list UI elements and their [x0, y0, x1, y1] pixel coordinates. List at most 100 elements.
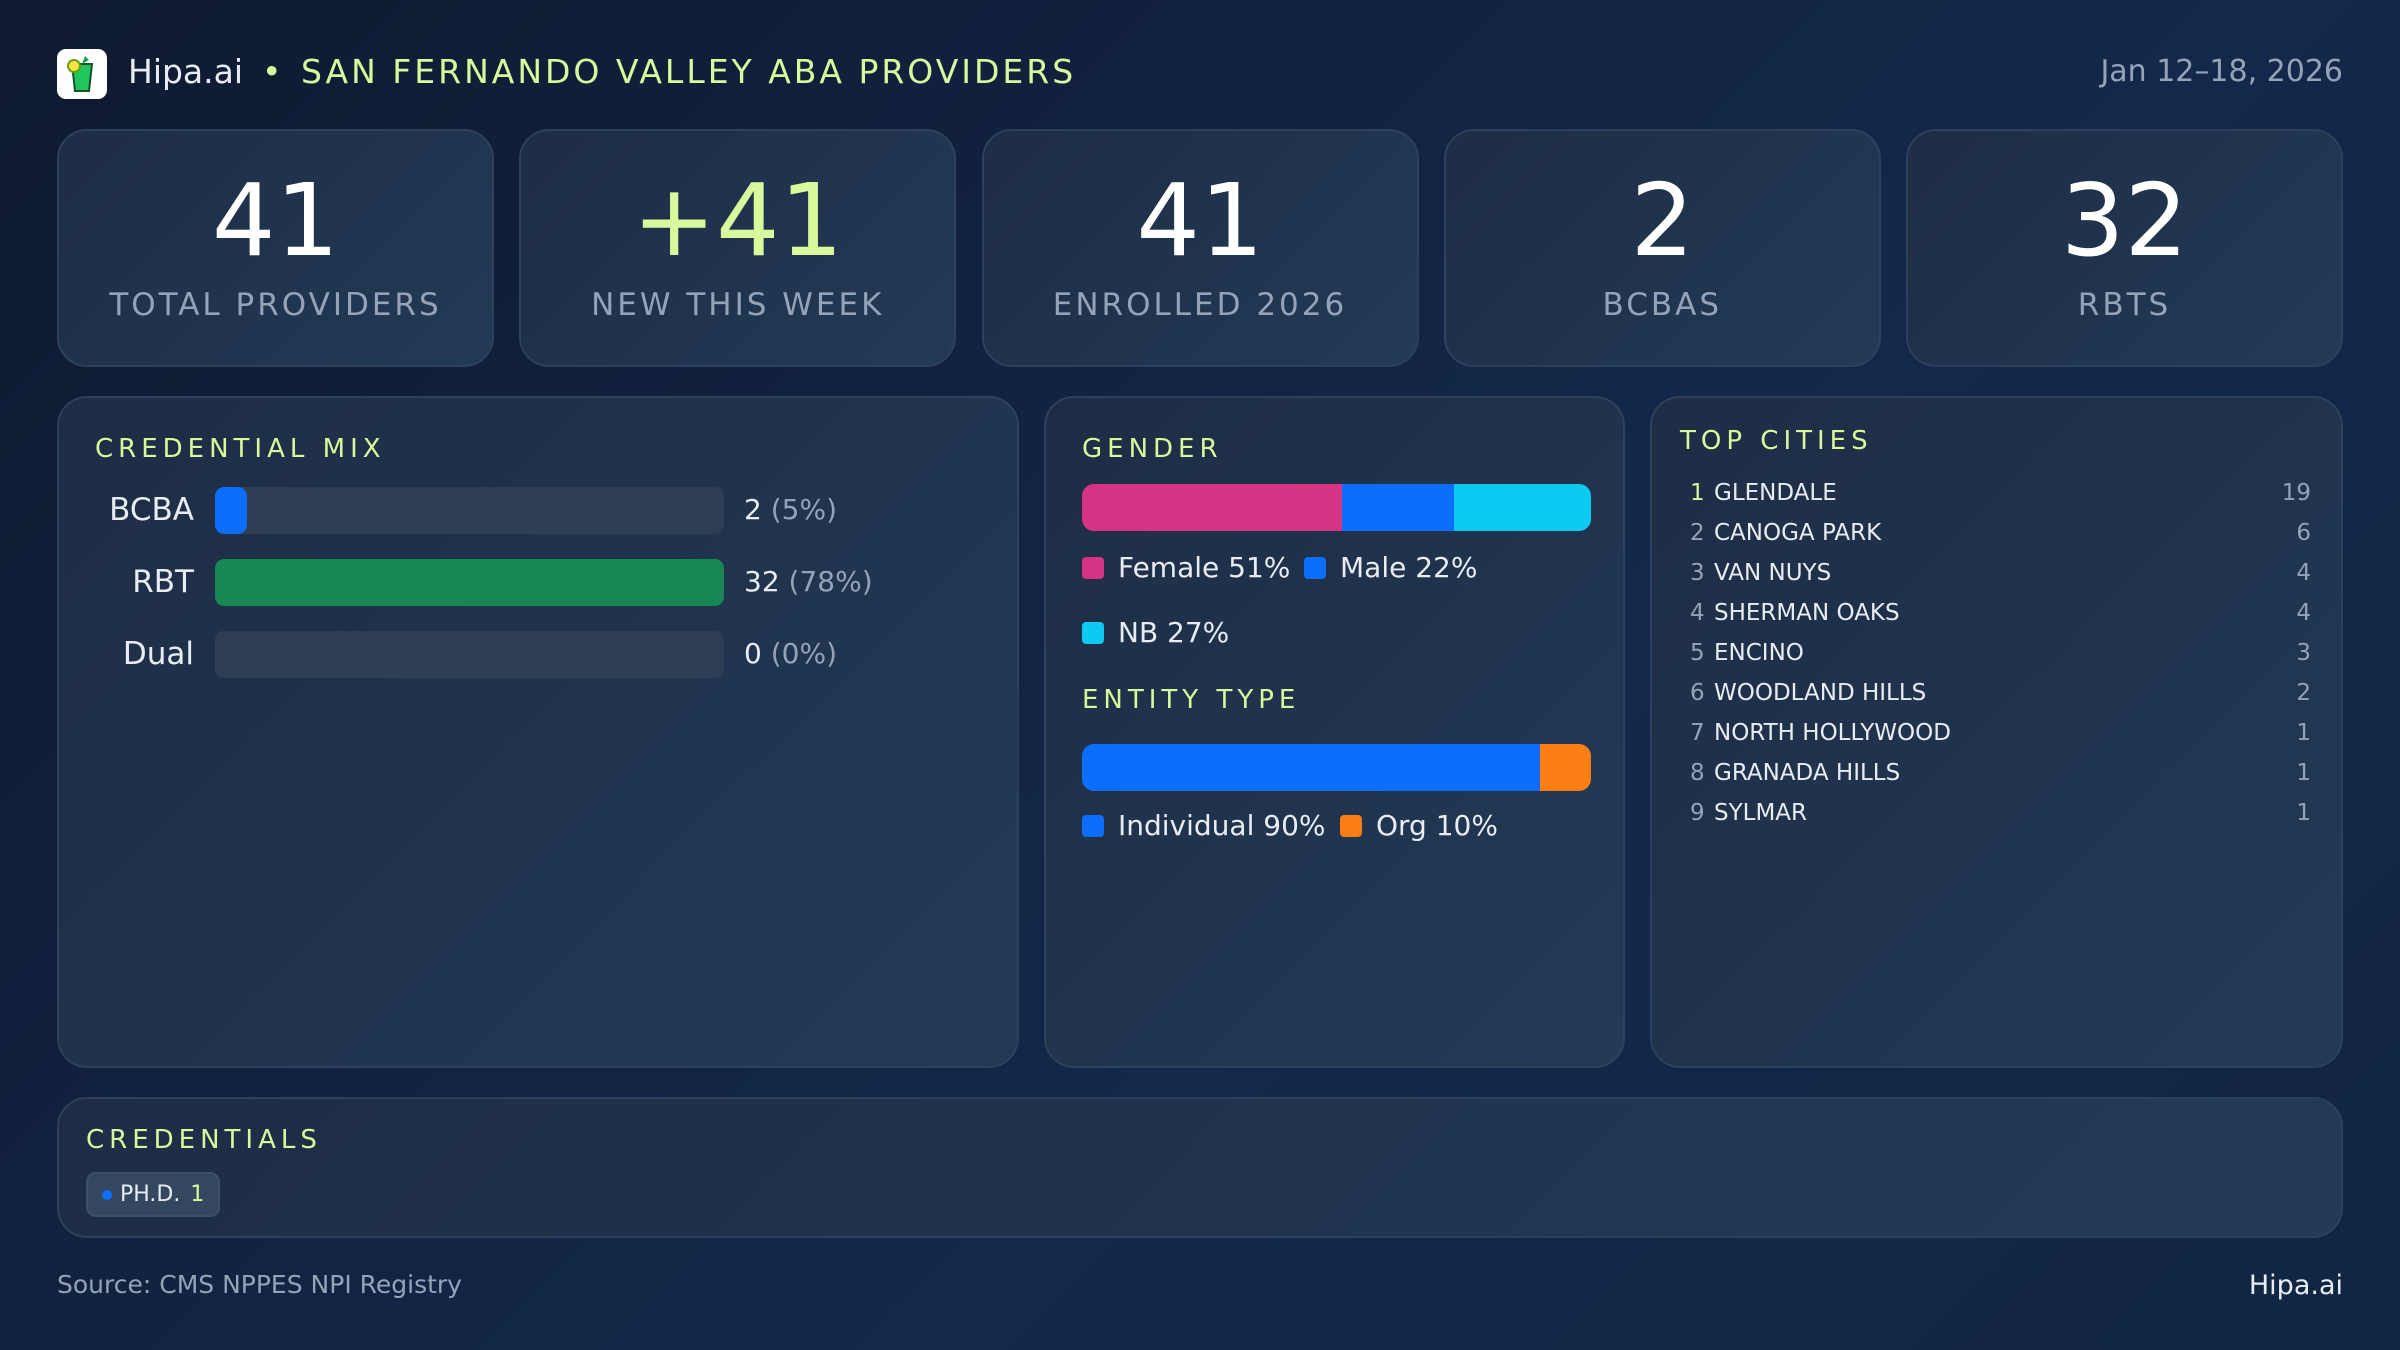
city-name: CANOGA PARK: [1714, 520, 1882, 546]
legend-label: Individual 90%: [1118, 809, 1326, 842]
credential-row-value: 0 (0%): [744, 637, 837, 670]
footer-brand: Hipa.ai: [2248, 1270, 2343, 1301]
legend-swatch: [1082, 621, 1104, 644]
city-count: 1: [2296, 760, 2311, 786]
credential-row-label: RBT: [132, 564, 194, 600]
city-list-item: 5 ENCINO 3: [1690, 633, 2311, 673]
credential-bar-track: [215, 559, 724, 606]
kpi-card: 2 BCBAS: [1443, 129, 1881, 367]
credentials-panel: CREDENTIALS PH.D. 1: [57, 1097, 2343, 1238]
city-rank: 2: [1690, 520, 1705, 546]
kpi-value: 2: [1630, 162, 1695, 279]
credential-mix-panel: CREDENTIAL MIX BCBA 2 (5%) RBT 32 (78%) …: [57, 396, 1019, 1068]
gender-legend-item: Female 51%: [1082, 551, 1290, 584]
city-count: 1: [2296, 800, 2311, 826]
entity_type-segment: [1540, 744, 1591, 791]
kpi-value: 41: [211, 162, 340, 279]
city-count: 2: [2296, 680, 2311, 706]
city-rank: 8: [1690, 760, 1705, 786]
chip-count: 1: [190, 1182, 205, 1207]
credential-row-label: Dual: [122, 636, 194, 672]
page-title: SAN FERNANDO VALLEY ABA PROVIDERS: [301, 52, 1077, 91]
credential-count: 2: [744, 493, 762, 526]
city-name: GRANADA HILLS: [1714, 760, 1901, 786]
credential-pct: (0%): [770, 637, 838, 670]
city-name: NORTH HOLLYWOOD: [1714, 720, 1951, 746]
kpi-label: NEW THIS WEEK: [591, 287, 885, 323]
credential-count: 32: [744, 565, 780, 598]
credential-pct: (5%): [770, 493, 838, 526]
city-list-item: 8 GRANADA HILLS 1: [1690, 753, 2311, 793]
kpi-label: TOTAL PROVIDERS: [109, 287, 442, 323]
city-count: 4: [2296, 560, 2311, 586]
section-title: CREDENTIALS: [86, 1125, 322, 1155]
city-rank: 5: [1690, 640, 1705, 666]
gender-legend-item: Male 22%: [1304, 551, 1477, 584]
gender-segment: [1082, 484, 1342, 531]
city-rank: 9: [1690, 800, 1705, 826]
top-cities-panel: TOP CITIES 1 GLENDALE 19 2 CANOGA PARK 6…: [1650, 396, 2343, 1068]
city-list-item: 3 VAN NUYS 4: [1690, 553, 2311, 593]
city-count: 3: [2296, 640, 2311, 666]
city-list-item: 2 CANOGA PARK 6: [1690, 513, 2311, 553]
section-title: TOP CITIES: [1680, 426, 1873, 456]
credential-pct: (78%): [788, 565, 873, 598]
section-title: GENDER: [1082, 434, 1223, 464]
city-count: 6: [2296, 520, 2311, 546]
brand-name: Hipa.ai: [128, 52, 244, 91]
kpi-card: +41 NEW THIS WEEK: [519, 129, 957, 367]
city-name: ENCINO: [1714, 640, 1804, 666]
city-list-item: 4 SHERMAN OAKS 4: [1690, 593, 2311, 633]
city-rank: 7: [1690, 720, 1705, 746]
entity_type-legend-item: Org 10%: [1340, 809, 1498, 842]
entity_type-legend-item: Individual 90%: [1082, 809, 1326, 842]
city-count: 4: [2296, 600, 2311, 626]
cocktail-glass-icon: [67, 56, 94, 92]
kpi-card: 41 ENROLLED 2026: [981, 129, 1419, 367]
credential-bar-fill: [215, 559, 724, 606]
legend-label: Org 10%: [1376, 809, 1498, 842]
kpi-label: RBTS: [2077, 287, 2172, 323]
city-rank: 1: [1690, 480, 1705, 506]
legend-swatch: [1082, 556, 1104, 579]
legend-label: Male 22%: [1340, 551, 1478, 584]
credential-row-label: BCBA: [109, 492, 194, 528]
city-name: WOODLAND HILLS: [1714, 680, 1927, 706]
chip-label: PH.D.: [120, 1182, 181, 1207]
entity_type-segment: [1082, 744, 1541, 791]
city-rank: 4: [1690, 600, 1705, 626]
logo: [57, 49, 107, 99]
city-count: 1: [2296, 720, 2311, 746]
city-rank: 6: [1690, 680, 1705, 706]
legend-label: Female 51%: [1118, 551, 1291, 584]
legend-swatch: [1082, 814, 1104, 837]
kpi-value: 41: [1136, 162, 1264, 279]
city-list-item: 7 NORTH HOLLYWOOD 1: [1690, 713, 2311, 753]
entity-stacked-bar: [1082, 744, 1591, 791]
city-list-item: 1 GLENDALE 19: [1690, 473, 2311, 513]
city-list-item: 6 WOODLAND HILLS 2: [1690, 673, 2311, 713]
credential-count: 0: [744, 637, 762, 670]
city-name: SHERMAN OAKS: [1714, 600, 1900, 626]
section-title: ENTITY TYPE: [1082, 685, 1301, 715]
city-name: VAN NUYS: [1714, 560, 1832, 586]
city-rank: 3: [1690, 560, 1705, 586]
credential-row-value: 2 (5%): [744, 493, 837, 526]
legend-swatch: [1304, 556, 1326, 579]
kpi-value: +41: [632, 162, 844, 279]
city-name: GLENDALE: [1714, 480, 1837, 506]
gender-segment: [1341, 484, 1454, 531]
credential-bar-track: [215, 487, 724, 534]
city-count: 19: [2281, 480, 2311, 506]
gender-entity-panel: GENDER Female 51% Male 22% NB 27% ENTITY…: [1044, 396, 1625, 1068]
credential-chip-phd[interactable]: PH.D. 1: [86, 1172, 221, 1217]
city-name: SYLMAR: [1714, 800, 1808, 826]
kpi-card: 41 TOTAL PROVIDERS: [57, 129, 494, 367]
credential-row-value: 32 (78%): [744, 565, 873, 598]
gender-legend-item: NB 27%: [1082, 616, 1229, 649]
city-list-item: 9 SYLMAR 1: [1690, 793, 2311, 833]
kpi-value: 32: [2060, 162, 2189, 279]
source-note: Source: CMS NPPES NPI Registry: [57, 1270, 462, 1299]
chip-dot-icon: [102, 1189, 112, 1200]
section-title: CREDENTIAL MIX: [95, 434, 386, 464]
